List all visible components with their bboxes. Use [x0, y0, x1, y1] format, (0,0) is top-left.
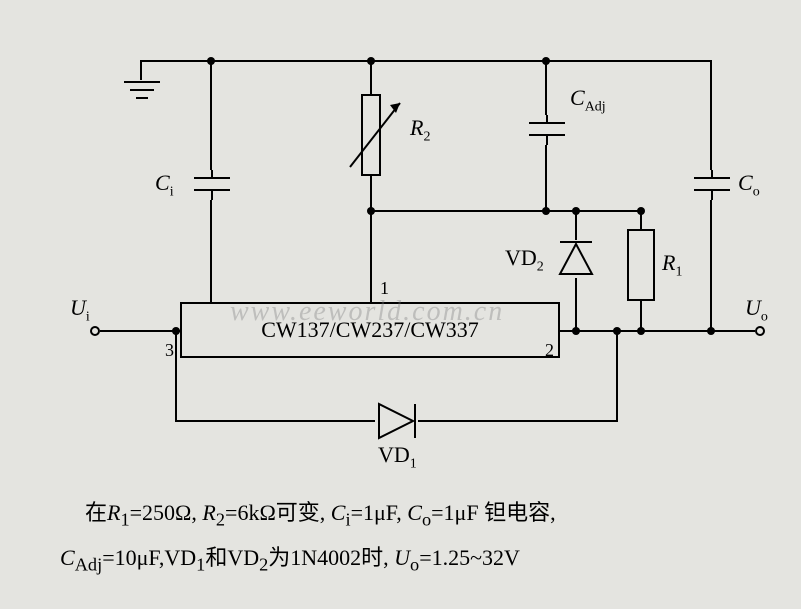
- wire-r2-bot: [370, 175, 372, 210]
- label-vd1-sub: 1: [410, 456, 417, 471]
- label-vd1-sym: VD: [378, 442, 410, 467]
- caption-line-1: 在R1=250Ω, R2=6kΩ可变, Ci=1μF, Co=1μF 钽电容,: [85, 495, 556, 530]
- label-r2-sym: R: [410, 115, 423, 140]
- label-ui: Ui: [70, 295, 90, 325]
- c2b: 和VD: [205, 545, 259, 570]
- capacitor-ci: [190, 170, 234, 200]
- wire-vd2-bot: [575, 278, 577, 332]
- wire-vd1-left-h: [175, 420, 375, 422]
- wire-pin1: [370, 210, 372, 302]
- c2a: =10μF,VD: [102, 545, 196, 570]
- c1a: 在: [85, 500, 107, 525]
- watermark: www.eeworld.com.cn: [230, 296, 504, 328]
- c1r2: R: [202, 500, 215, 525]
- c1r1s: 1: [120, 509, 129, 529]
- wire-ui-to-chip: [100, 330, 182, 332]
- c2c: 为1N4002时,: [268, 545, 388, 570]
- label-uo-sub: o: [761, 309, 768, 324]
- c1ci: C: [331, 500, 346, 525]
- node-vd2-top: [572, 207, 580, 215]
- label-r1-sub: 1: [675, 264, 682, 279]
- wire-gnd-stub: [140, 60, 142, 80]
- wire-r2-top: [370, 60, 372, 95]
- label-r1: R1: [662, 250, 682, 280]
- label-vd2-sym: VD: [505, 245, 537, 270]
- label-vd1: VD1: [378, 442, 417, 472]
- pin-2: 2: [545, 340, 554, 361]
- terminal-ui: [90, 326, 100, 336]
- label-vd2: VD2: [505, 245, 544, 275]
- c1r1: R: [107, 500, 120, 525]
- node-cadj-mid: [542, 207, 550, 215]
- c2d: =1.25~32V: [419, 545, 520, 570]
- label-co-sym: C: [738, 170, 753, 195]
- node-vd1-left: [172, 327, 180, 335]
- c2s1: 1: [196, 554, 205, 574]
- wire-co-bot: [710, 200, 712, 332]
- wire-top-rail: [140, 60, 710, 62]
- wire-chip-to-uo: [560, 330, 755, 332]
- node-r1-top: [637, 207, 645, 215]
- circuit-canvas: Ci R2 CAdj VD2: [0, 0, 801, 609]
- label-r2-sub: 2: [423, 129, 430, 144]
- wire-ci-top: [210, 60, 212, 170]
- node-cadj-top: [542, 57, 550, 65]
- node-r2-top: [367, 57, 375, 65]
- wire-mid-rail: [370, 210, 642, 212]
- wire-vd1-right-up: [616, 330, 618, 422]
- label-uo-sym: U: [745, 295, 761, 320]
- c2ca: C: [60, 545, 75, 570]
- label-ci-sub: i: [170, 184, 174, 199]
- c1e: =1μF 钽电容,: [431, 500, 555, 525]
- wire-vd1-right-h: [418, 420, 618, 422]
- diode-vd1: [375, 402, 421, 440]
- c2s2: 2: [259, 554, 268, 574]
- pin-3: 3: [165, 340, 174, 361]
- c2uos: o: [410, 554, 419, 574]
- label-cadj-sym: C: [570, 85, 585, 110]
- node-vd1-right: [613, 327, 621, 335]
- ground-symbol: [120, 80, 164, 104]
- potentiometer-r2: [352, 95, 412, 175]
- c2uo: U: [394, 545, 410, 570]
- caption-line-2: CAdj=10μF,VD1和VD2为1N4002时, Uo=1.25~32V: [60, 540, 520, 575]
- label-co: Co: [738, 170, 760, 200]
- c1b: =250Ω,: [130, 500, 197, 525]
- terminal-uo: [755, 326, 765, 336]
- c2cas: Adj: [75, 554, 103, 574]
- capacitor-co: [690, 170, 734, 200]
- label-r2: R2: [410, 115, 430, 145]
- label-cadj: CAdj: [570, 85, 606, 115]
- c1r2s: 2: [216, 509, 225, 529]
- label-cadj-sub: Adj: [585, 99, 606, 114]
- node-ci-top: [207, 57, 215, 65]
- c1d: =1μF,: [351, 500, 402, 525]
- c1co: C: [407, 500, 422, 525]
- label-r1-sym: R: [662, 250, 675, 275]
- c1cos: o: [422, 509, 431, 529]
- wire-co-top: [710, 60, 712, 170]
- label-co-sub: o: [753, 184, 760, 199]
- diode-vd2: [558, 240, 594, 280]
- label-vd2-sub: 2: [537, 259, 544, 274]
- label-ci-sym: C: [155, 170, 170, 195]
- capacitor-cadj: [525, 115, 569, 145]
- label-uo: Uo: [745, 295, 768, 325]
- wire-cadj-top: [545, 60, 547, 115]
- label-ui-sym: U: [70, 295, 86, 320]
- label-ci: Ci: [155, 170, 174, 200]
- c1c: =6kΩ可变,: [225, 500, 325, 525]
- wire-vd1-left-drop: [175, 330, 177, 422]
- wire-cadj-bot: [545, 145, 547, 212]
- label-ui-sub: i: [86, 309, 90, 324]
